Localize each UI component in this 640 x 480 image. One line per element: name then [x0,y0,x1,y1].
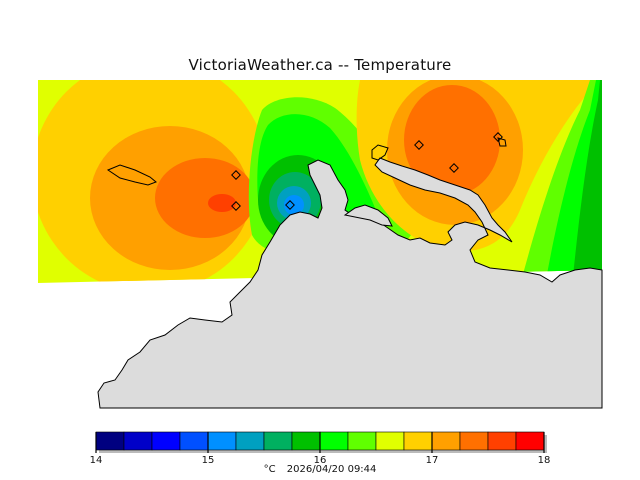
legend-swatches [95,431,547,453]
legend-caption: °C 2026/04/20 09:44 [0,464,640,475]
legend-tick-label: 16 [314,455,327,466]
station-markers [231,132,503,211]
legend-swatch [347,431,377,451]
warm-zone-east-inner [404,85,500,195]
peninsula [343,204,393,227]
warm-zone-west-core [208,194,236,212]
legend-swatch [403,431,433,451]
legend-tick-label: 14 [90,455,103,466]
legend-swatch [151,431,181,451]
legend-swatch [515,431,545,451]
legend-swatch [291,431,321,451]
landmass [97,137,603,409]
legend-ticks: 14 15 16 17 18 [90,432,551,466]
station-marker[interactable] [231,170,241,180]
station-marker[interactable] [414,140,424,150]
legend-swatch [375,431,405,451]
station-marker[interactable] [231,201,241,211]
timestamp: 2026/04/20 09:44 [286,464,377,475]
east-islet [497,137,507,147]
station-marker[interactable] [493,132,503,142]
legend-swatch [459,431,489,451]
legend-swatch [95,431,125,451]
legend-swatch [319,431,349,451]
station-marker[interactable] [285,200,295,210]
legend-swatch [207,431,237,451]
legend-swatch [123,431,153,451]
legend-tick-label: 17 [426,455,439,466]
legend-swatch [263,431,293,451]
legend-tick-label: 18 [538,455,551,466]
legend-swatch [235,431,265,451]
warm-zone-west-inner [155,158,255,238]
legend-swatch [431,431,461,451]
map-title: VictoriaWeather.ca -- Temperature [188,56,452,74]
legend-swatch [179,431,209,451]
north-inlet [371,144,389,161]
cool-zone-east-15-75 [572,80,602,283]
west-island [106,164,157,186]
legend-tick-label: 15 [202,455,215,466]
station-marker[interactable] [449,163,459,173]
land-south [97,157,603,409]
legend-swatch [487,431,517,451]
units-label: °C [263,464,276,475]
